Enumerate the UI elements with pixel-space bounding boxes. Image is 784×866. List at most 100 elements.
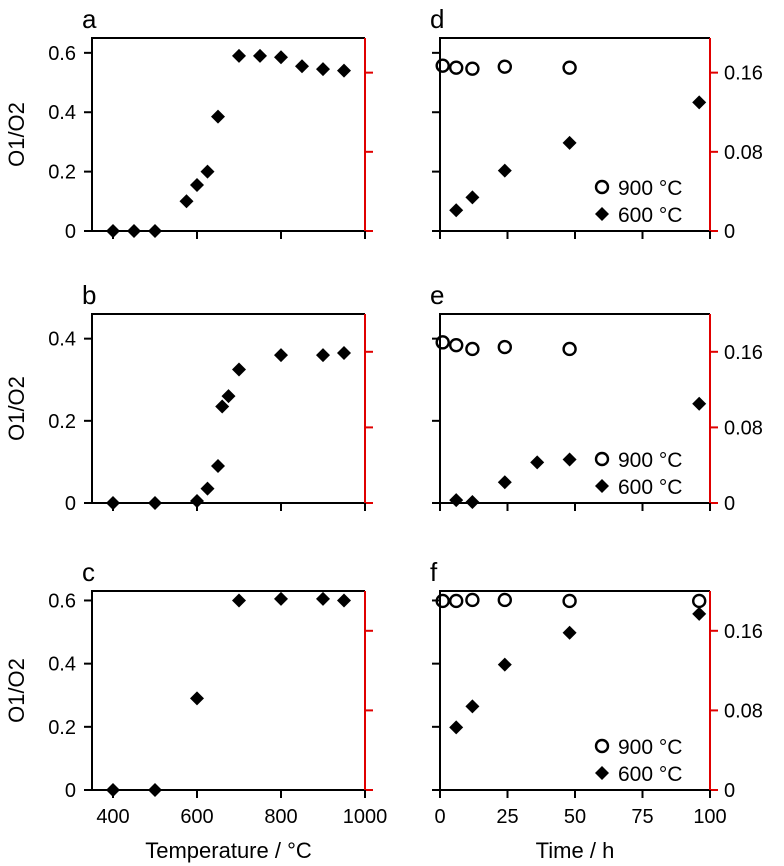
panel-a-point-diamond — [127, 224, 141, 238]
panel-e-point-900CC — [497, 339, 512, 355]
panel-d-legend-diamond-marker — [595, 207, 609, 221]
panel-f-legend-circle-marker — [594, 738, 610, 754]
panel-d-legend-label: 900 °C — [618, 177, 682, 200]
panel-b-frame — [91, 313, 365, 504]
panel-c-ylabel: O1/O2 — [4, 658, 29, 723]
panel-f-point-900CC — [465, 592, 480, 608]
panel-a-point-diamond — [295, 59, 309, 74]
panel-f-point-diamond — [692, 606, 707, 621]
panel-f-xtick-label: 100 — [693, 806, 726, 828]
panel-a-letter: a — [82, 4, 97, 34]
panel-d-point-diamond — [497, 163, 512, 178]
panel-c-point-diamond — [190, 691, 204, 706]
panel-a-ylabel: O1/O2 — [4, 102, 29, 167]
panel-b-point-diamond — [148, 496, 162, 510]
panel-e-frame — [439, 313, 710, 504]
panel-a-point-diamond — [211, 109, 225, 124]
panel-c: c 0 0.2 0.4 0.6 400 600 800 1000 O1/O2 Temperature… — [4, 557, 387, 863]
panel-c-point-diamond — [316, 591, 330, 606]
panel-d: d 0 0.08 0.16 900 °C 600 °C — [430, 4, 763, 243]
panel-f-point-900CC — [449, 593, 464, 609]
panel-b-ytick-label: 0 — [65, 493, 76, 515]
panel-e-point-diamond — [692, 396, 707, 411]
panel-a-point-diamond — [190, 177, 204, 192]
panel-f-xtick-label: 50 — [564, 806, 586, 828]
panel-a-point-diamond — [106, 224, 120, 238]
panel-a-point-diamond — [274, 50, 288, 65]
panel-c-point-diamond — [337, 593, 351, 608]
panel-b-ylabel: O1/O2 — [4, 376, 29, 441]
panel-b-ytick-label: 0.4 — [48, 329, 76, 351]
panel-f-letter: f — [430, 557, 438, 587]
panel-a-frame — [91, 37, 365, 232]
panel-e-right-tick-label: 0.16 — [724, 342, 763, 364]
panel-f: f 0 0.08 0.16 0 25 50 75 100 Time / h 900 °C 600 °C — [430, 557, 763, 863]
panel-c-frame — [91, 590, 365, 791]
panel-c-ytick-label: 0.2 — [48, 717, 76, 739]
panel-d-right-tick-label: 0 — [724, 221, 735, 243]
panel-d-right-tick-label: 0.08 — [724, 142, 763, 164]
panel-a-point-diamond — [232, 48, 246, 63]
panel-d-point-diamond — [562, 135, 577, 150]
panel-a-point-diamond — [316, 62, 330, 77]
panel-b-point-diamond — [232, 362, 246, 377]
panel-e-point-900CC — [562, 341, 577, 357]
panel-f-point-900CC — [692, 593, 707, 609]
panel-f-legend-label: 900 °C — [618, 736, 682, 759]
panel-e-legend-circle-marker — [594, 451, 610, 467]
panel-e-legend-label: 900 °C — [618, 449, 682, 472]
panel-a-ytick-label: 0.6 — [48, 43, 76, 65]
panel-d-point-900CC — [449, 60, 464, 75]
panel-c-xtick-label: 600 — [180, 806, 213, 828]
panel-f-point-900CC — [497, 592, 512, 608]
panel-b-ytick-label: 0.2 — [48, 411, 76, 433]
panel-e-right-tick-label: 0.08 — [724, 417, 763, 439]
panel-f-right-tick-label: 0.08 — [724, 700, 763, 722]
panel-b-letter: b — [82, 280, 96, 310]
panel-e-letter: e — [430, 280, 444, 310]
panel-d-right-tick-label: 0.16 — [724, 63, 763, 85]
panel-c-xtick-label: 800 — [264, 806, 297, 828]
panel-c-point-diamond — [106, 783, 120, 797]
panel-e-legend-diamond-marker — [595, 479, 609, 493]
panel-f-right-tick-label: 0.16 — [724, 621, 763, 643]
panel-f-xlabel: Time / h — [536, 838, 615, 863]
panel-d-point-900CC — [562, 60, 577, 75]
panel-f-point-diamond — [497, 657, 512, 672]
panel-e-point-diamond — [465, 495, 480, 510]
panel-b-point-diamond — [274, 348, 288, 363]
panel-e-legend-label: 600 °C — [618, 476, 682, 499]
panel-f-legend-label: 600 °C — [618, 763, 682, 786]
panel-d-point-900CC — [435, 58, 450, 73]
panel-c-ytick-label: 0 — [65, 780, 76, 802]
panel-b-point-diamond — [190, 493, 204, 508]
panel-c-point-diamond — [148, 783, 162, 797]
panel-f-point-diamond — [449, 720, 464, 735]
panel-f-xtick-label: 0 — [434, 806, 445, 828]
panel-e-point-diamond — [530, 455, 545, 470]
panel-d-point-diamond — [449, 203, 464, 218]
panel-c-ytick-label: 0.4 — [48, 654, 76, 676]
panel-d-point-diamond — [692, 95, 707, 110]
panel-b-point-diamond — [221, 389, 236, 404]
panel-f-right-tick-label: 0 — [724, 780, 735, 802]
panel-d-point-900CC — [465, 61, 480, 76]
panel-c-xtick-label: 1000 — [343, 806, 388, 828]
panel-f-xtick-label: 75 — [631, 806, 653, 828]
panel-b-point-diamond — [215, 399, 230, 414]
panel-b-point-diamond — [200, 481, 215, 496]
panel-b-point-diamond — [211, 459, 225, 474]
panel-f-point-diamond — [465, 699, 480, 714]
panel-d-point-900CC — [497, 59, 512, 74]
panel-f-xtick-label: 25 — [496, 806, 518, 828]
panel-a-point-diamond — [337, 63, 351, 78]
panel-b-point-diamond — [316, 348, 330, 363]
panel-c-ytick-label: 0.6 — [48, 590, 76, 612]
panel-a-point-diamond — [253, 48, 267, 63]
panel-f-point-diamond — [562, 625, 577, 640]
panel-d-point-diamond — [465, 190, 480, 205]
panel-d-legend-label: 600 °C — [618, 204, 682, 227]
panel-d-legend-circle-marker — [594, 179, 610, 195]
panel-a-ytick-label: 0.4 — [48, 102, 76, 124]
